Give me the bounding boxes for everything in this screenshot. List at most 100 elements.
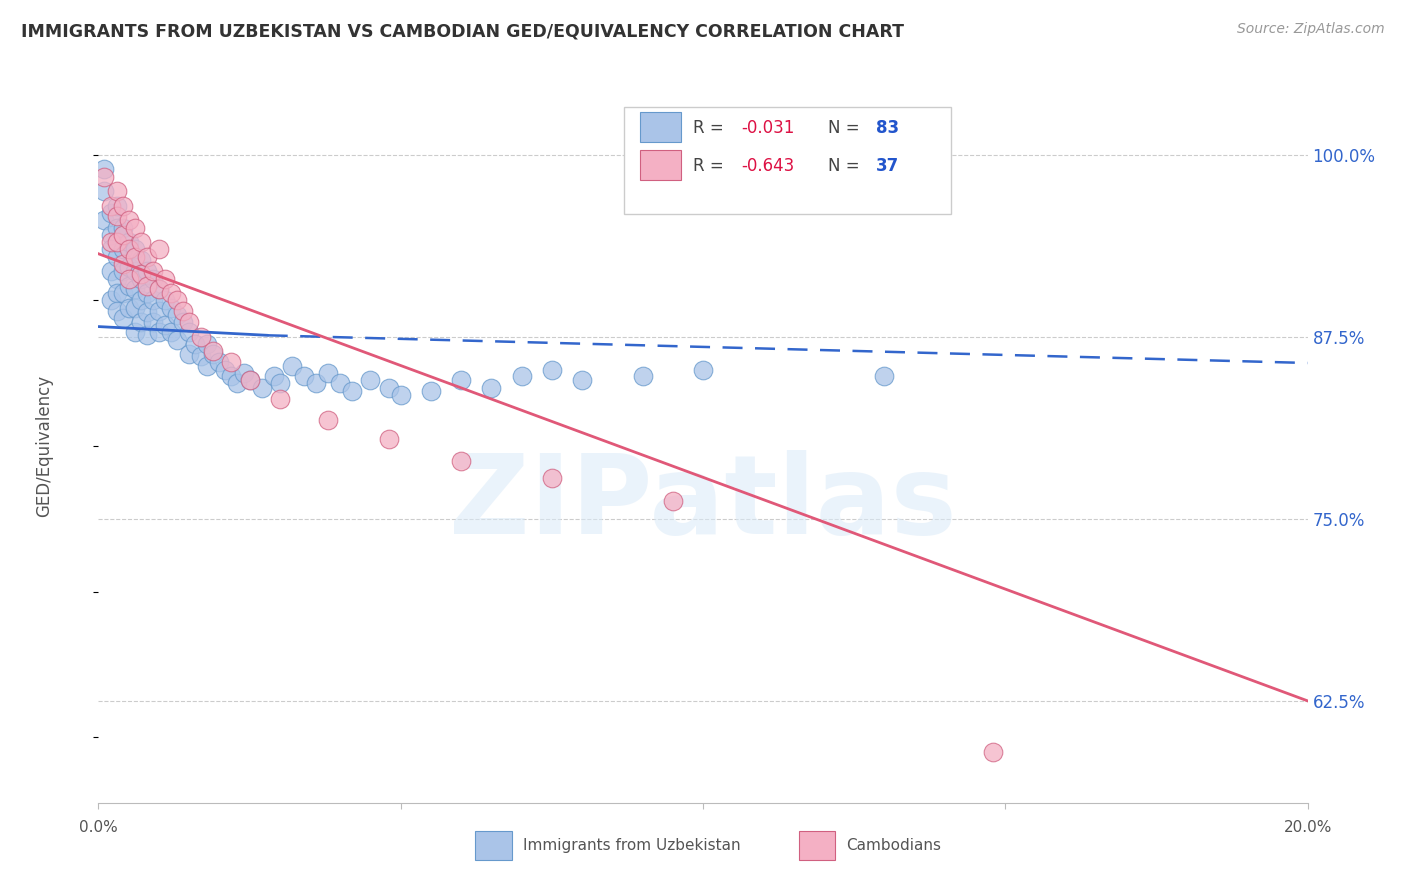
- Point: [118, 213, 141, 227]
- Point: [160, 301, 183, 315]
- Point: [124, 301, 146, 315]
- Point: [981, 745, 1004, 759]
- Point: [540, 471, 562, 485]
- Point: [631, 369, 654, 384]
- Point: [202, 344, 225, 359]
- FancyBboxPatch shape: [475, 831, 512, 860]
- Point: [160, 326, 183, 340]
- Point: [129, 271, 152, 285]
- Point: [111, 310, 134, 325]
- Point: [292, 369, 315, 384]
- Text: Cambodians: Cambodians: [846, 838, 942, 853]
- Point: [129, 235, 152, 249]
- Point: [153, 293, 176, 308]
- Text: -0.031: -0.031: [742, 120, 794, 137]
- Point: [540, 363, 562, 377]
- Point: [662, 494, 685, 508]
- Point: [166, 308, 188, 322]
- Point: [129, 252, 152, 267]
- Text: R =: R =: [693, 157, 730, 175]
- Point: [135, 328, 157, 343]
- Point: [172, 303, 194, 318]
- Point: [118, 278, 141, 293]
- Point: [105, 235, 128, 249]
- Point: [692, 363, 714, 377]
- Point: [377, 381, 399, 395]
- Point: [329, 376, 352, 391]
- Point: [105, 286, 128, 301]
- Point: [100, 199, 122, 213]
- Point: [118, 243, 141, 257]
- Point: [124, 264, 146, 278]
- Point: [100, 235, 122, 249]
- Text: Source: ZipAtlas.com: Source: ZipAtlas.com: [1237, 22, 1385, 37]
- Point: [142, 264, 165, 278]
- Text: R =: R =: [693, 120, 730, 137]
- Point: [239, 374, 262, 388]
- Point: [208, 354, 231, 368]
- Point: [166, 293, 188, 308]
- Point: [269, 392, 291, 407]
- Point: [124, 326, 146, 340]
- Point: [118, 271, 141, 285]
- FancyBboxPatch shape: [624, 107, 950, 214]
- Point: [129, 293, 152, 308]
- Text: IMMIGRANTS FROM UZBEKISTAN VS CAMBODIAN GED/EQUIVALENCY CORRELATION CHART: IMMIGRANTS FROM UZBEKISTAN VS CAMBODIAN …: [21, 22, 904, 40]
- Point: [111, 227, 134, 242]
- Text: Immigrants from Uzbekistan: Immigrants from Uzbekistan: [523, 838, 741, 853]
- Point: [160, 286, 183, 301]
- Point: [111, 220, 134, 235]
- Point: [105, 250, 128, 264]
- Point: [190, 330, 212, 344]
- Point: [450, 374, 472, 388]
- Point: [148, 282, 170, 296]
- Point: [166, 333, 188, 347]
- Point: [100, 227, 122, 242]
- Point: [93, 169, 115, 184]
- Point: [148, 303, 170, 318]
- Point: [111, 264, 134, 278]
- Point: [305, 376, 328, 391]
- Point: [250, 381, 273, 395]
- Point: [232, 366, 254, 380]
- Point: [571, 374, 593, 388]
- Point: [142, 315, 165, 329]
- Point: [148, 282, 170, 296]
- Point: [124, 220, 146, 235]
- Point: [269, 376, 291, 391]
- Point: [342, 384, 364, 398]
- Point: [118, 260, 141, 274]
- Point: [179, 326, 201, 340]
- Point: [281, 359, 304, 373]
- Point: [129, 267, 152, 281]
- Point: [105, 209, 128, 223]
- Point: [118, 235, 141, 249]
- Point: [105, 220, 128, 235]
- Point: [510, 369, 533, 384]
- FancyBboxPatch shape: [799, 831, 835, 860]
- Text: 83: 83: [876, 120, 898, 137]
- Point: [202, 347, 225, 361]
- Text: 37: 37: [876, 157, 900, 175]
- Point: [124, 243, 146, 257]
- Point: [316, 413, 339, 427]
- Point: [100, 264, 122, 278]
- Point: [153, 318, 176, 332]
- Text: ZIPatlas: ZIPatlas: [449, 450, 957, 557]
- Text: N =: N =: [828, 120, 865, 137]
- Point: [142, 271, 165, 285]
- Point: [148, 243, 170, 257]
- Point: [111, 243, 134, 257]
- Point: [135, 264, 157, 278]
- Point: [135, 250, 157, 264]
- Point: [221, 354, 243, 368]
- Point: [172, 315, 194, 329]
- Point: [221, 369, 243, 384]
- Point: [105, 303, 128, 318]
- Point: [226, 376, 249, 391]
- Point: [195, 359, 218, 373]
- Point: [111, 257, 134, 271]
- Point: [124, 250, 146, 264]
- Point: [360, 374, 382, 388]
- Point: [93, 184, 115, 198]
